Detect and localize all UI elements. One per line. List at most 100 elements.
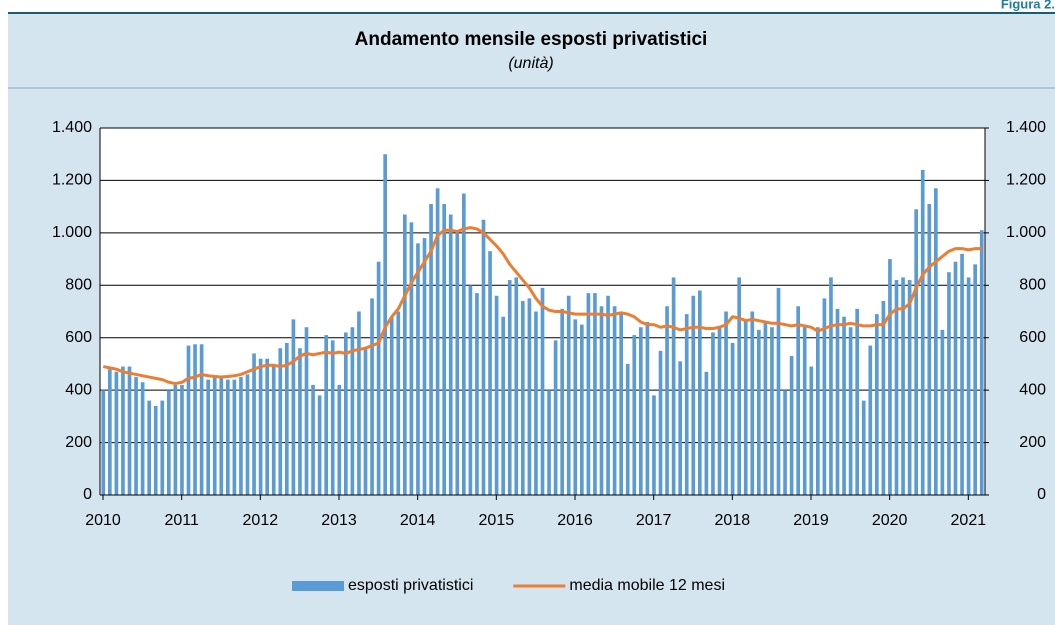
bar [671, 277, 676, 495]
bar [455, 232, 460, 495]
bar [363, 348, 368, 495]
y-tick-label: 200 [65, 434, 92, 451]
bar [527, 298, 532, 495]
bar [245, 374, 250, 495]
bar [219, 377, 224, 495]
bar [953, 261, 958, 495]
bar [914, 209, 919, 495]
x-tick-label: 2018 [715, 512, 751, 529]
bar [796, 306, 801, 495]
bar [815, 327, 820, 495]
bar [881, 301, 886, 495]
legend-label: esposti privatistici [348, 577, 473, 594]
x-tick-label: 2021 [951, 512, 987, 529]
bar [507, 280, 512, 495]
bar [547, 390, 551, 495]
bar [973, 264, 978, 495]
bar [239, 377, 243, 495]
bar [678, 361, 683, 495]
y-tick-label: 600 [65, 329, 92, 346]
bar [783, 390, 787, 495]
bar [566, 295, 571, 495]
bar [888, 259, 892, 495]
chart-title: Andamento mensile esposti privatistici [355, 29, 708, 50]
bar [468, 285, 473, 495]
bar [711, 332, 715, 495]
bar [435, 188, 440, 496]
bar [330, 340, 335, 495]
bar [199, 344, 204, 495]
bar [534, 311, 538, 495]
bar [717, 327, 722, 495]
bar [311, 384, 315, 495]
x-tick-label: 2014 [400, 512, 436, 529]
bar [206, 379, 211, 495]
bar [317, 395, 322, 495]
bar [776, 287, 781, 495]
bar [370, 298, 374, 495]
bar [730, 342, 735, 495]
bar [638, 327, 643, 495]
x-tick-label: 2010 [85, 512, 121, 529]
bar [907, 280, 912, 495]
bar [160, 400, 165, 495]
bar [271, 363, 276, 495]
bar [920, 169, 925, 495]
bar [114, 371, 119, 495]
bar [684, 314, 689, 495]
bar [193, 344, 197, 495]
x-tick-label: 2012 [243, 512, 279, 529]
line [102, 226, 982, 386]
y2-tick-label: 200 [1019, 434, 1046, 451]
bar [979, 230, 984, 495]
bar [763, 321, 768, 495]
bar [429, 204, 433, 495]
bar [612, 306, 617, 495]
bar [442, 204, 447, 495]
bar [265, 358, 270, 495]
y-tick-label: 1.400 [52, 119, 92, 136]
bar [402, 214, 407, 495]
bar [927, 204, 932, 495]
bar [966, 277, 971, 495]
bar [376, 261, 381, 495]
y2-tick-label: 0 [1037, 486, 1046, 503]
bar [855, 308, 860, 495]
bar [475, 293, 479, 495]
bar [343, 332, 348, 495]
bar [756, 329, 761, 495]
bar [357, 311, 361, 495]
figure-label: Figura 2. [1001, 0, 1055, 11]
bar [632, 335, 637, 495]
bar [501, 316, 506, 495]
bar [960, 253, 964, 495]
bar [324, 335, 329, 495]
bar [560, 308, 565, 495]
bar [573, 319, 578, 495]
bar [107, 369, 112, 495]
bar [593, 293, 597, 495]
bar [802, 327, 807, 495]
bar [625, 363, 630, 495]
bar [940, 329, 945, 495]
bar [724, 311, 728, 495]
bar [822, 298, 827, 495]
bar [697, 290, 702, 495]
bar [861, 400, 866, 495]
bar [586, 293, 591, 495]
bar [140, 382, 145, 495]
bar [488, 251, 492, 495]
y-tick-label: 1.200 [52, 172, 92, 189]
bar [947, 272, 951, 495]
y2-tick-label: 1.400 [1006, 119, 1046, 136]
y-tick-label: 400 [65, 381, 92, 398]
bar [553, 340, 558, 495]
bar [809, 366, 814, 495]
y-tick-label: 0 [83, 486, 92, 503]
bar [770, 327, 774, 495]
bar [894, 280, 899, 495]
bar [461, 193, 466, 496]
bar [874, 314, 879, 495]
y2-tick-label: 800 [1019, 277, 1046, 294]
